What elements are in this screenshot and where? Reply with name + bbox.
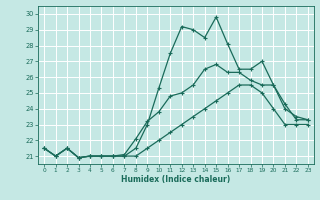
X-axis label: Humidex (Indice chaleur): Humidex (Indice chaleur) (121, 175, 231, 184)
